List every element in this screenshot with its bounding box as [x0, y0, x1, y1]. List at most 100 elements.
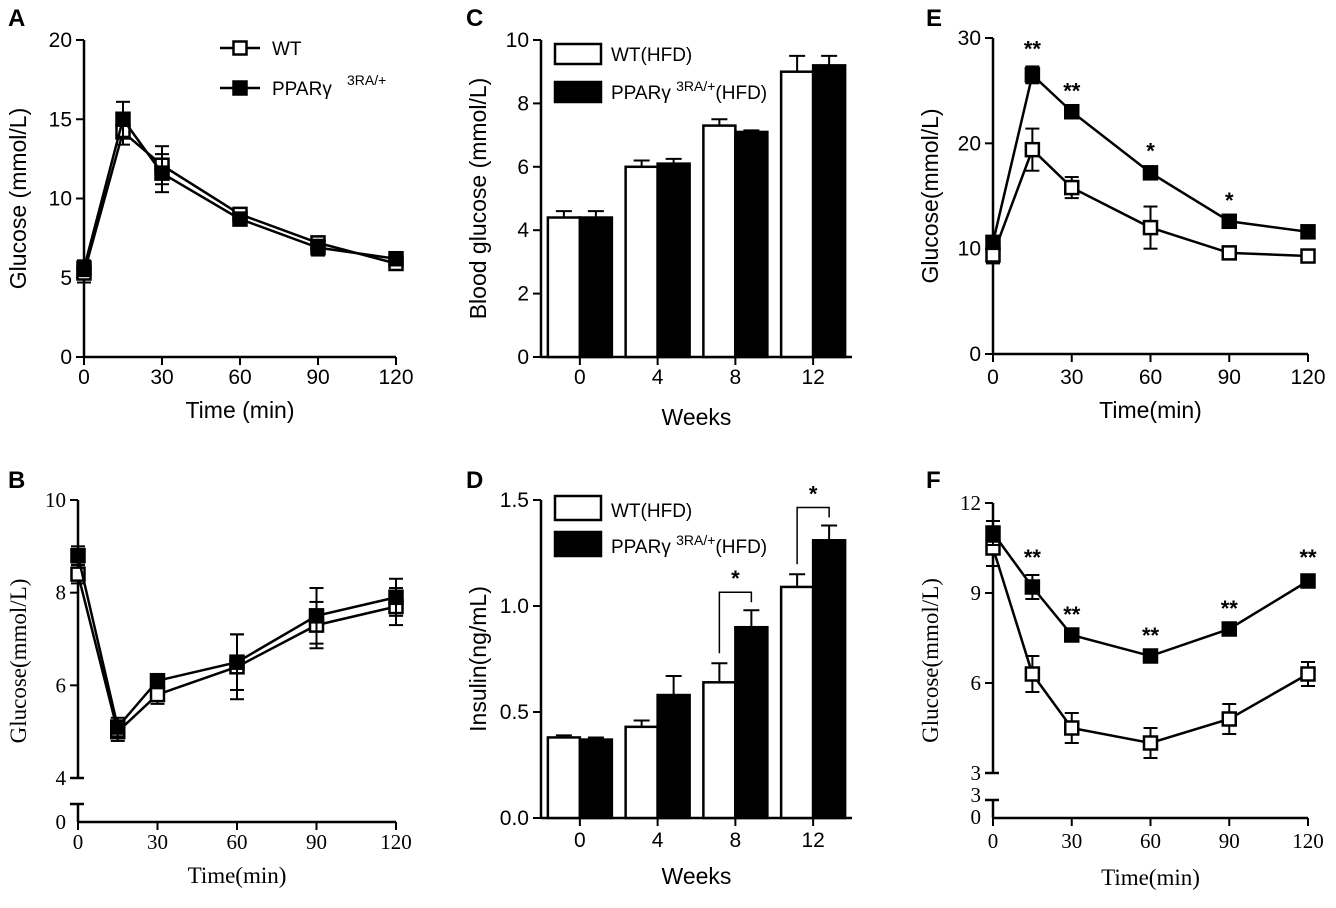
panel-c-chart: 0 2 4 6 8 10 0 4 8 12 Weeks Blood glucose (mmol/L) W… [465, 29, 852, 430]
legend-swatch-mutant [553, 80, 603, 104]
y-tick-label: 0 [517, 346, 529, 369]
y-tick-label: 20 [958, 132, 981, 155]
bar-wt [624, 165, 659, 359]
significance-marker: ** [1063, 79, 1081, 104]
bar-mutant [811, 64, 847, 359]
panel-label-c: C [466, 5, 483, 32]
bar-wt [546, 736, 582, 820]
data-point-wt [1142, 735, 1159, 751]
data-point-wt [985, 247, 1001, 263]
x-axis-title: Time (min) [185, 397, 294, 423]
panel-label-e: E [926, 5, 942, 32]
x-tick-label: 30 [1060, 366, 1083, 389]
y-tick-label: 0.0 [500, 807, 529, 830]
legend-superscript: 3RA/+ [347, 72, 386, 88]
legend-label-suffix: (HFD) [715, 83, 767, 104]
panel-label-d: D [466, 467, 483, 494]
panel-d-chart: 0.0 0.5 1.0 1.5 0 4 8 12 Weeks Insulin(ng/mL) * * WT… [465, 481, 852, 889]
series-line-wt [991, 147, 1309, 258]
series-line-mutant [82, 116, 397, 269]
x-tick-label: 0 [73, 830, 84, 854]
y-tick-label: 1.0 [500, 595, 529, 618]
data-point-mutant [1064, 103, 1080, 120]
data-point-mutant [310, 239, 326, 256]
legend-label: WT(HFD) [611, 501, 692, 522]
data-point-mutant [985, 234, 1001, 251]
x-tick-label: 120 [380, 830, 412, 854]
x-tick-label: 60 [227, 830, 248, 854]
significance-bracket [718, 591, 753, 654]
legend-swatch-wt [553, 42, 603, 66]
data-point-wt [149, 686, 166, 703]
y-tick-label: 6 [56, 673, 67, 697]
data-point-wt [1221, 245, 1237, 261]
legend-label: PPARγ [272, 79, 332, 100]
legend-label-prefix: PPARγ [611, 537, 676, 558]
data-point-mutant [388, 589, 404, 606]
series-line-mutant [991, 532, 1309, 658]
bar-wt [779, 585, 815, 820]
panel-a-chart: 0 5 10 15 20 0 30 60 90 120 Time (min) Glucose (mmo… [5, 29, 414, 423]
data-point-mutant [1221, 213, 1237, 230]
series-line-mutant [991, 72, 1309, 243]
data-point-wt [1024, 141, 1041, 158]
legend-label-prefix: PPARγ [611, 83, 676, 104]
y-tick-label: 10 [45, 488, 66, 512]
y-tick-label: 6 [971, 671, 982, 695]
y-tick-label: 5 [60, 267, 72, 290]
y-tick-label: 6 [517, 156, 529, 179]
significance-marker: * [809, 481, 818, 506]
y-tick-label: 4 [517, 219, 529, 242]
bar-mutant [656, 162, 691, 359]
x-tick-label: 4 [652, 829, 664, 852]
data-point-mutant [70, 547, 86, 564]
y-axis-title: Glucose(mmol/L) [917, 108, 943, 283]
panel-label-f: F [926, 467, 941, 494]
y-tick-label: 10 [49, 188, 72, 211]
x-tick-label: 0 [987, 366, 999, 389]
x-tick-label: 12 [801, 829, 824, 852]
data-point-wt [1064, 179, 1080, 196]
y-tick-label: 20 [49, 29, 72, 52]
legend-swatch-mutant [232, 80, 248, 96]
bar-mutant [578, 216, 614, 359]
data-point-mutant [1300, 573, 1316, 589]
x-tick-label: 90 [306, 366, 329, 389]
y-axis-title: Blood glucose (mmol/L) [465, 78, 491, 320]
legend-label-suffix: (HFD) [715, 537, 767, 558]
data-point-wt [1300, 666, 1316, 682]
x-tick-label: 8 [730, 829, 742, 852]
x-tick-label: 90 [306, 830, 327, 854]
legend-label: WT(HFD) [611, 45, 692, 66]
data-point-wt [1024, 666, 1041, 682]
legend-superscript: 3RA/+ [676, 532, 715, 548]
x-tick-label: 12 [801, 366, 824, 389]
series-line-wt [991, 547, 1309, 745]
series-line-wt [82, 129, 397, 274]
y-tick-label: 3 [971, 761, 982, 785]
significance-marker: ** [1024, 545, 1042, 570]
x-axis-title: Time(min) [1099, 397, 1202, 423]
x-tick-label: 0 [574, 829, 586, 852]
bar-mutant [578, 738, 614, 820]
x-axis-title: Weeks [662, 404, 732, 430]
y-tick-label: 10 [958, 238, 981, 261]
y-tick-label: 1.5 [500, 489, 529, 512]
significance-marker: ** [1142, 623, 1160, 648]
bar-mutant [811, 539, 847, 820]
significance-marker: ** [1024, 36, 1042, 61]
panel-label-b: B [8, 467, 25, 494]
data-point-mutant [985, 525, 1001, 541]
x-axis-title: Time(min) [188, 863, 287, 888]
x-tick-label: 60 [1140, 829, 1161, 853]
series-line-wt [76, 573, 397, 735]
significance-marker: * [1146, 139, 1155, 164]
x-tick-label: 0 [574, 366, 586, 389]
y-tick-label: 9 [971, 581, 982, 605]
bar-mutant [734, 130, 769, 359]
data-point-mutant [1300, 224, 1316, 240]
data-point-wt [1300, 248, 1316, 264]
legend-swatch-wt [232, 40, 248, 56]
